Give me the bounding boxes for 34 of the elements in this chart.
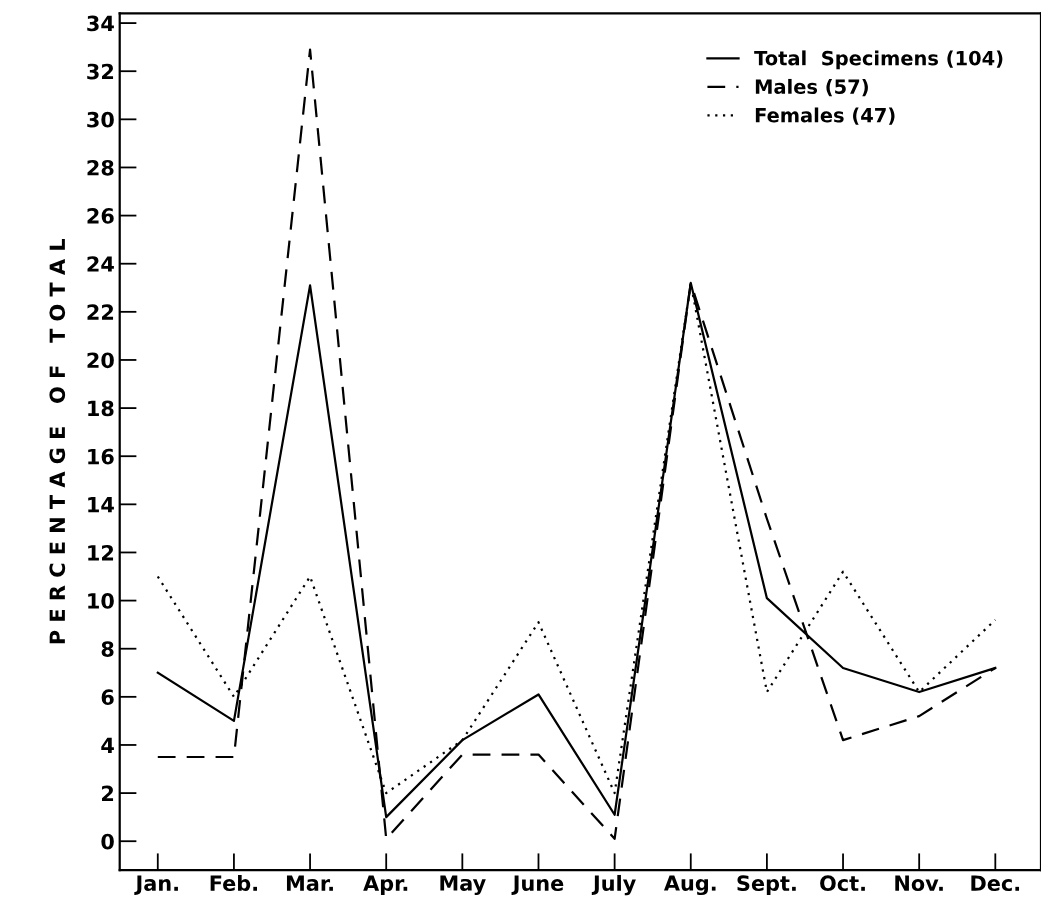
legend-label: Females (47) bbox=[755, 107, 895, 125]
x-tick-label: Mar. bbox=[286, 875, 333, 892]
x-tick-label: June bbox=[511, 875, 564, 895]
legend-label: Males (57) bbox=[755, 78, 868, 97]
y-tick-label: 32 bbox=[87, 63, 114, 80]
y-tick-label: 6 bbox=[101, 689, 114, 706]
x-tick-label: May bbox=[440, 875, 486, 896]
x-tick-label: Dec. bbox=[971, 875, 1020, 892]
y-tick-label: 4 bbox=[101, 737, 114, 753]
x-tick-label: Apr. bbox=[363, 875, 408, 896]
y-tick-label: 18 bbox=[88, 400, 114, 417]
y-tick-label: 24 bbox=[87, 256, 114, 272]
legend-label: Total Specimens (104) bbox=[754, 50, 1003, 70]
y-tick-label: 34 bbox=[87, 15, 114, 32]
x-tick-label: July bbox=[591, 874, 636, 896]
y-tick-label: 8 bbox=[101, 641, 114, 657]
y-tick-label: 0 bbox=[101, 833, 114, 850]
y-tick-label: 10 bbox=[88, 593, 114, 609]
y-tick-label: 30 bbox=[87, 111, 114, 128]
y-tick-label: 26 bbox=[87, 208, 114, 224]
y-tick-label: 12 bbox=[88, 544, 114, 561]
x-tick-label: Sept. bbox=[737, 875, 796, 896]
y-tick-label: 2 bbox=[102, 785, 114, 801]
y-tick-label: 14 bbox=[88, 497, 114, 513]
x-tick-label: Aug. bbox=[663, 875, 716, 896]
y-axis-title: P E R C E N T A G E O F T O T A L bbox=[49, 238, 66, 644]
x-tick-label: Oct. bbox=[820, 875, 865, 892]
y-tick-label: 28 bbox=[87, 159, 114, 176]
y-tick-label: 22 bbox=[87, 304, 114, 320]
y-tick-label: 20 bbox=[87, 352, 114, 369]
y-tick-label: 16 bbox=[88, 448, 114, 465]
x-tick-label: Jan. bbox=[134, 875, 178, 895]
x-tick-label: Feb. bbox=[210, 874, 257, 892]
x-tick-label: Nov. bbox=[895, 875, 943, 892]
